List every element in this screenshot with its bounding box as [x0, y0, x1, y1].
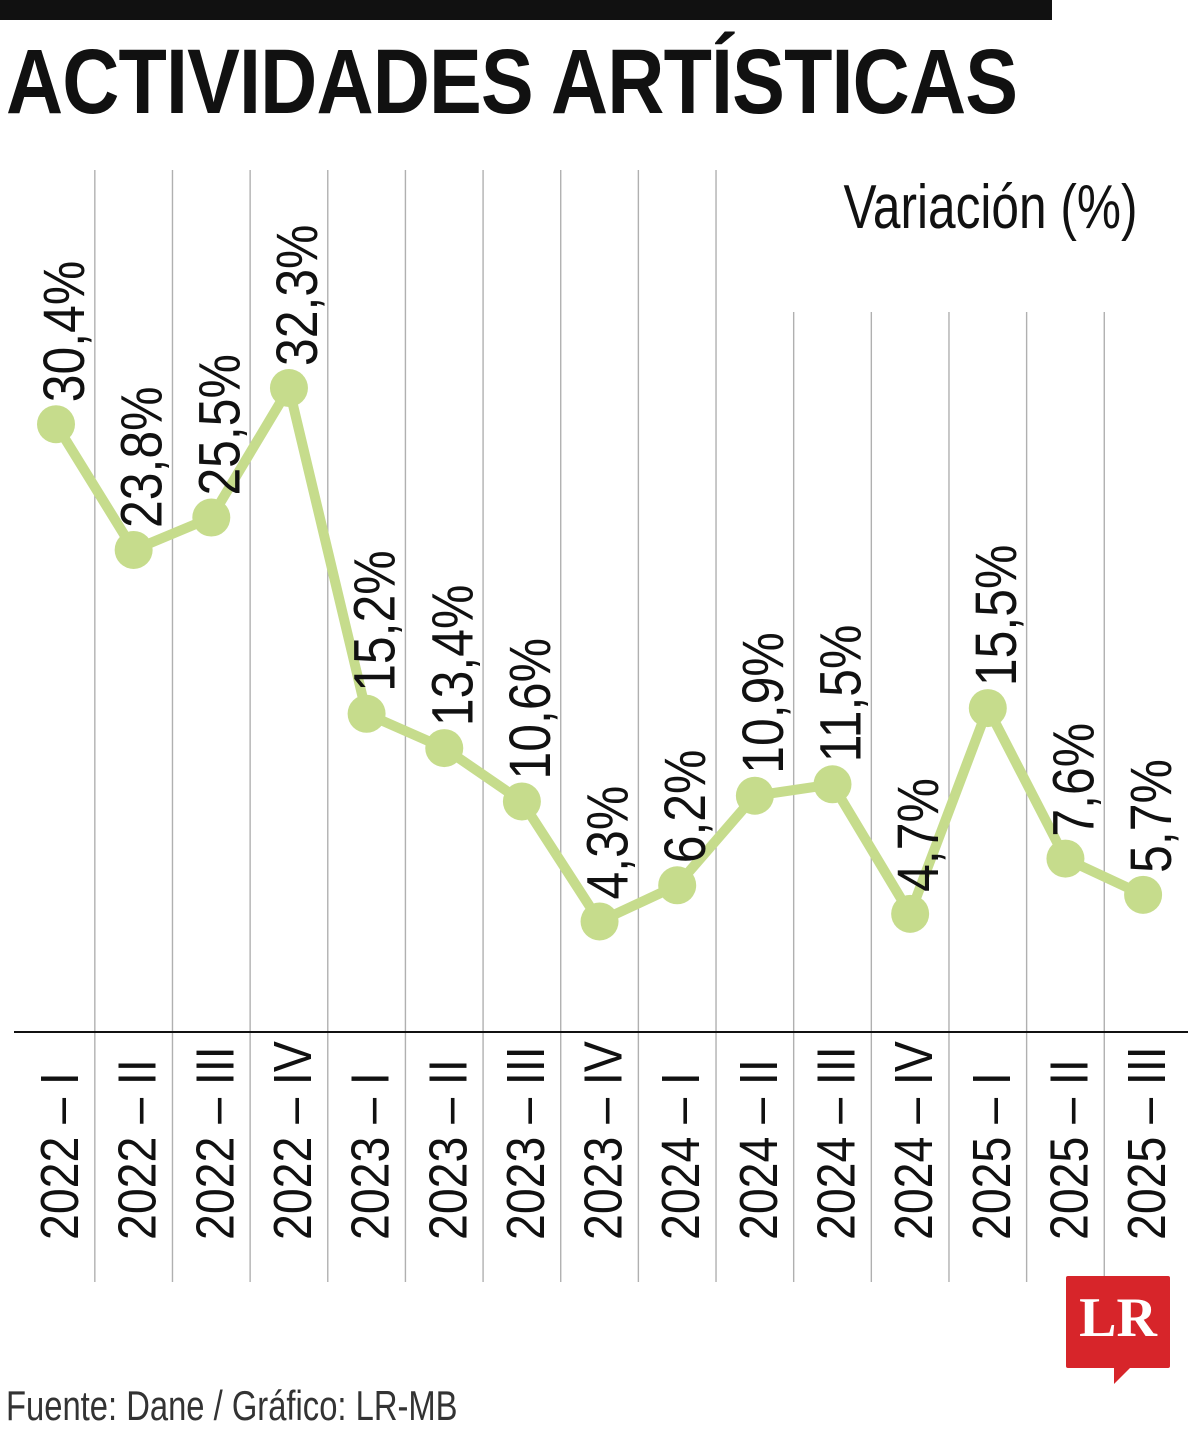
data-point: [1046, 839, 1085, 878]
data-point: [891, 894, 930, 933]
value-label: 4,3%: [576, 786, 640, 900]
data-point: [580, 902, 619, 941]
series: [37, 369, 1163, 941]
data-point: [658, 866, 697, 905]
category-label: 2025 – II: [1038, 1059, 1099, 1240]
lr-logo: LR: [1066, 1276, 1170, 1384]
source-note: Fuente: Dane / Gráfico: LR-MB: [6, 1382, 458, 1429]
category-label: 2022 – I: [29, 1072, 90, 1240]
data-point: [502, 782, 541, 821]
value-label: 23,8%: [110, 387, 174, 528]
chart-title: ACTIVIDADES ARTÍSTICAS: [6, 31, 1018, 133]
data-point: [192, 498, 231, 537]
category-label: 2025 – III: [1116, 1046, 1177, 1240]
value-label: 15,5%: [964, 545, 1028, 686]
unit-label: Variación (%): [843, 173, 1138, 242]
logo-box: [1066, 1276, 1170, 1368]
data-point: [968, 689, 1007, 728]
category-label: 2023 – II: [417, 1059, 478, 1240]
logo-tail: [1114, 1366, 1132, 1384]
value-label: 4,7%: [887, 778, 951, 892]
value-label: 25,5%: [188, 354, 252, 495]
data-point: [114, 530, 153, 569]
value-label: 10,6%: [498, 638, 562, 779]
value-label: 32,3%: [265, 225, 329, 366]
value-label: 15,2%: [343, 550, 407, 691]
data-point: [425, 729, 464, 768]
value-label: 6,2%: [654, 750, 718, 864]
value-labels: 30,4%23,8% 25,5%32,3% 15,2% 13,4% 10,6%4,3% 6…: [33, 225, 1184, 900]
data-point: [37, 405, 75, 444]
data-point: [813, 765, 852, 804]
category-label: 2023 – III: [495, 1046, 556, 1240]
category-label: 2022 – III: [184, 1046, 245, 1240]
value-label: 7,6%: [1042, 723, 1106, 837]
data-point: [1124, 875, 1163, 914]
data-point: [347, 694, 386, 733]
category-labels: 2022 – I 2022 – II 2022 – III 2022 – IV 2023…: [29, 1041, 1177, 1240]
category-label: 2022 – II: [106, 1059, 167, 1240]
category-label: 2024 – IV: [883, 1041, 944, 1240]
category-label: 2023 – I: [339, 1072, 400, 1240]
value-label: 5,7%: [1120, 759, 1184, 873]
category-label: 2024 – II: [728, 1059, 789, 1240]
value-label: 13,4%: [421, 585, 485, 726]
value-label: 11,5%: [809, 625, 873, 763]
category-label: 2023 – IV: [572, 1041, 633, 1240]
category-label: 2024 – III: [805, 1046, 866, 1240]
data-point: [735, 776, 774, 815]
data-point: [269, 369, 308, 407]
value-label: 30,4%: [33, 261, 97, 402]
category-label: 2025 – I: [960, 1072, 1021, 1240]
category-label: 2022 – IV: [262, 1041, 323, 1240]
value-label: 10,9%: [731, 632, 795, 773]
gridlines: [94, 170, 1105, 1282]
category-label: 2024 – I: [650, 1072, 711, 1240]
top-rule: [0, 0, 1052, 20]
logo-text: LR: [1079, 1287, 1157, 1349]
